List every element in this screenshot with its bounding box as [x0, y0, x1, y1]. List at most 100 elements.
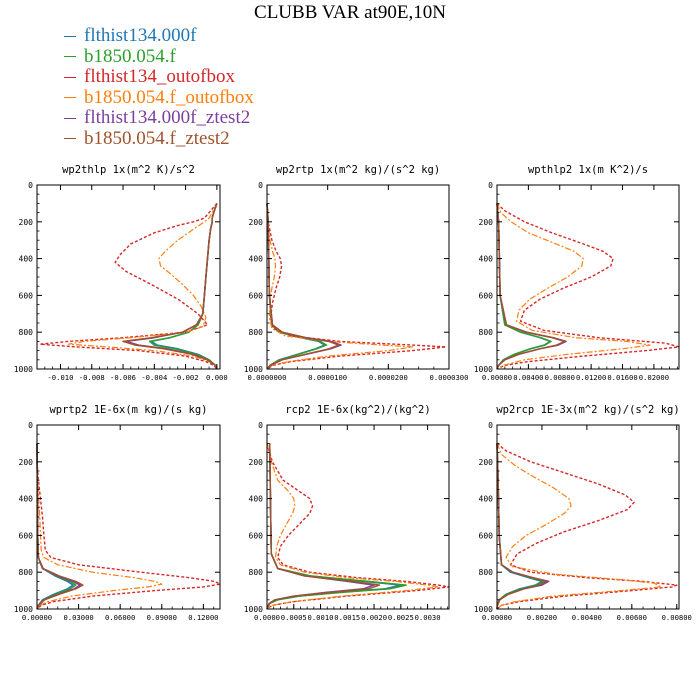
y-tick-label: 1000 [474, 365, 493, 374]
x-tick-label: 0.000 [206, 373, 228, 382]
figure-title: CLUBB VAR at90E,10N [254, 2, 446, 23]
x-tick-label: 0.00400 [513, 373, 543, 382]
y-tick-label: 200 [249, 218, 264, 227]
series-line [266, 203, 414, 370]
series-line [496, 202, 680, 370]
x-tick-label: 0.00000 [482, 373, 512, 382]
legend-swatch [64, 56, 76, 58]
series-line [67, 203, 218, 370]
legend-label: b1850.054.f_outofbox [84, 86, 254, 108]
x-tick-label: 0.0000100 [308, 373, 347, 382]
plot-frame [266, 184, 450, 370]
series-line [496, 203, 552, 370]
subplot-title: wp2thlp 1x(m^2 K)/s^2 [62, 164, 195, 176]
legend-item: b1850.054.f_ztest2 [64, 127, 254, 150]
y-tick-label: 400 [249, 495, 264, 504]
x-tick-label: 0.00400 [572, 613, 602, 622]
series-line [36, 461, 221, 610]
legend-swatch [64, 117, 76, 119]
series-line [266, 443, 402, 610]
y-tick-label: 200 [19, 458, 34, 467]
series-line [266, 443, 439, 610]
x-tick-label: 0.0000300 [430, 373, 469, 382]
x-tick-label: 0.02000 [639, 373, 669, 382]
subplot-title: rcp2 1E-6x(kg^2)/(kg^2) [285, 404, 430, 416]
subplot-title: wp2rtp 1x(m^2 kg)/(s^2 kg) [276, 164, 440, 176]
plot-frame [496, 424, 680, 610]
y-tick-label: 0 [28, 421, 33, 430]
y-tick-label: 800 [249, 328, 264, 337]
series-line [125, 203, 218, 370]
legend-swatch [64, 97, 76, 99]
series-line [266, 203, 340, 370]
y-tick-label: 400 [19, 255, 34, 264]
x-tick-label: 0.09000 [147, 613, 177, 622]
y-tick-label: 200 [479, 218, 494, 227]
y-tick-label: 1000 [244, 605, 263, 614]
x-tick-label: -0.008 [79, 373, 105, 382]
series-line [496, 442, 678, 610]
x-tick-label: -0.006 [110, 373, 136, 382]
legend-swatch [64, 35, 76, 37]
y-tick-label: 600 [19, 291, 34, 300]
legend-label: b1850.054.f [84, 45, 176, 67]
y-tick-label: 0 [488, 421, 493, 430]
subplot-title: wp2rcp 1E-3x(m^2 kg)/(s^2 kg) [496, 404, 679, 416]
series-line [266, 203, 342, 370]
y-tick-label: 200 [19, 218, 34, 227]
series-line [266, 443, 381, 610]
x-tick-label: 0.00000 [482, 613, 512, 622]
y-tick-label: 0 [258, 421, 263, 430]
y-tick-label: 1000 [244, 365, 263, 374]
y-tick-label: 600 [479, 531, 494, 540]
x-tick-label: 0.0000000 [248, 373, 287, 382]
legend-item: flthist134.000f_ztest2 [64, 107, 254, 129]
y-tick-label: 400 [249, 255, 264, 264]
y-tick-label: 200 [249, 458, 264, 467]
x-tick-label: 0.0010 [308, 613, 334, 622]
subplot-title: wprtp2 1E-6x(m kg)/(s kg) [49, 404, 207, 416]
subplot-3: wpthlp2 1x(m K^2)/s020040060080010000.00… [474, 164, 680, 382]
series-line [36, 443, 77, 610]
x-tick-label: 0.06000 [105, 613, 135, 622]
legend-item: b1850.054.f [64, 45, 254, 68]
x-tick-label: 0.01600 [607, 373, 637, 382]
y-tick-label: 800 [19, 568, 34, 577]
x-tick-label: 0.0000200 [369, 373, 408, 382]
x-tick-label: 0.0000 [254, 613, 280, 622]
y-tick-label: 0 [488, 181, 493, 190]
y-tick-label: 1000 [14, 365, 33, 374]
legend-label: b1850.054.f_ztest2 [84, 127, 230, 149]
plot-frame [36, 424, 221, 610]
y-tick-label: 200 [479, 458, 494, 467]
series-line [266, 443, 450, 610]
y-tick-label: 800 [479, 568, 494, 577]
legend-swatch [64, 138, 76, 140]
x-tick-label: -0.002 [173, 373, 199, 382]
legend-item: flthist134_outofbox [64, 66, 254, 88]
x-tick-label: -0.010 [47, 373, 73, 382]
series-line [266, 203, 447, 370]
legend-label: flthist134.000f_ztest2 [84, 107, 251, 128]
y-tick-label: 800 [249, 568, 264, 577]
x-tick-label: 0.00800 [662, 613, 692, 622]
series-line [150, 203, 218, 370]
x-tick-label: 0.00000 [22, 613, 52, 622]
series-line [496, 443, 662, 610]
legend-swatch [64, 76, 76, 78]
series-line [148, 203, 218, 370]
legend-item: flthist134.000f [64, 25, 254, 47]
x-tick-label: 0.0015 [334, 613, 360, 622]
y-tick-label: 400 [479, 495, 494, 504]
x-tick-label: 0.00200 [527, 613, 557, 622]
y-tick-label: 1000 [474, 605, 493, 614]
legend: flthist134.000f b1850.054.f flthist134_o… [64, 25, 254, 150]
series-line [266, 203, 328, 370]
x-tick-label: 0.00800 [545, 373, 575, 382]
series-line [39, 202, 218, 370]
subplot-title: wpthlp2 1x(m K^2)/s [528, 164, 648, 176]
subplot-1: wp2thlp 1x(m^2 K)/s^2 0 200 400 600 800 1000 -0… [14, 164, 228, 382]
series-line [266, 443, 375, 610]
series-line [496, 203, 651, 370]
legend-item: b1850.054.f_outofbox [64, 86, 254, 109]
